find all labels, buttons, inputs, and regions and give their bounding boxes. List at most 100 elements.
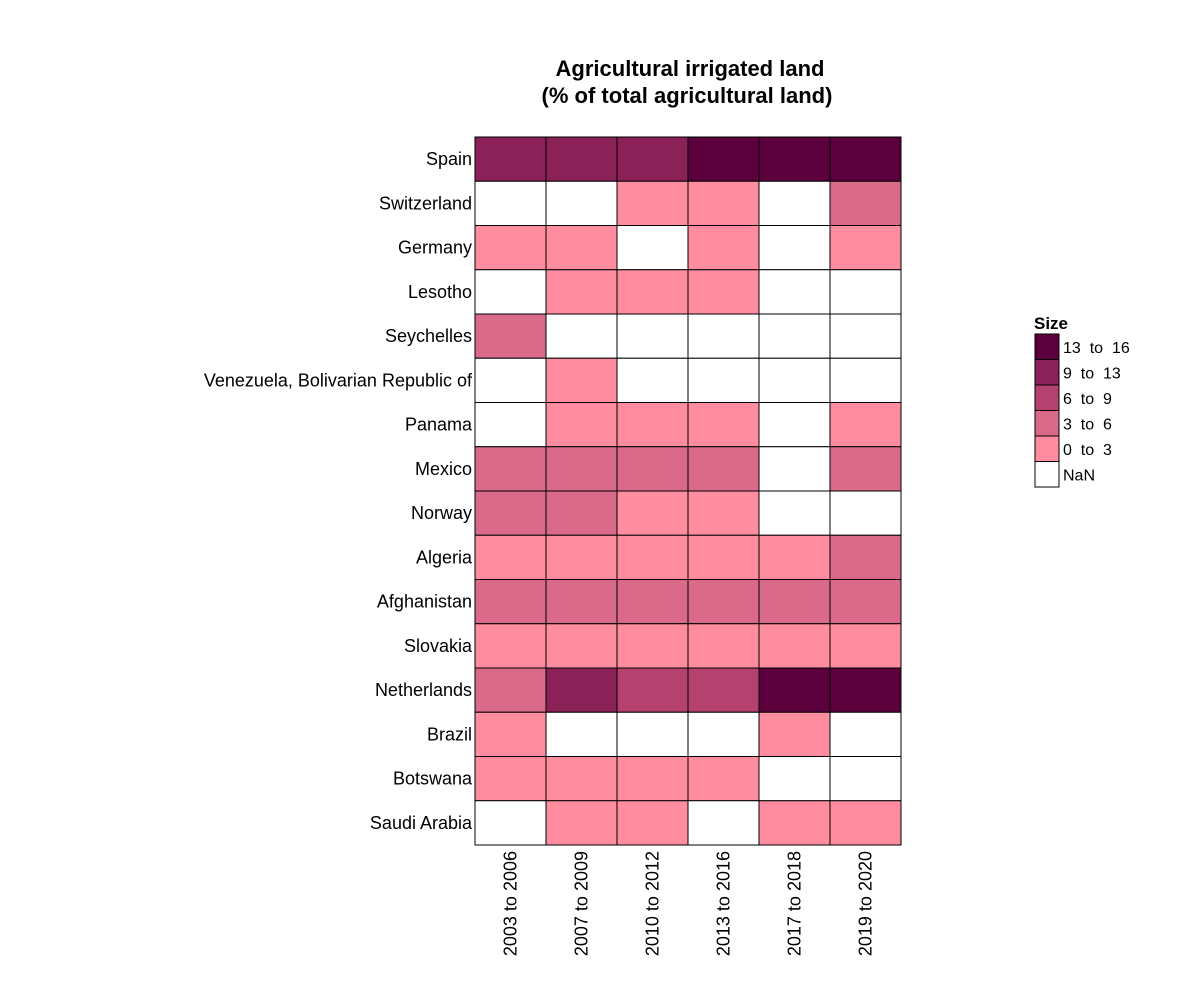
row-label-lesotho: Lesotho bbox=[408, 282, 472, 302]
cell-norway-2007-to-2009 bbox=[545, 490, 618, 536]
cell-botswana-2013-to-2016 bbox=[687, 756, 760, 802]
cell-norway-2003-to-2006 bbox=[474, 490, 547, 536]
cell-switzerland-2010-to-2012 bbox=[616, 180, 689, 226]
cell-venezuela-bolivarian-republic-of-2007-to-2009 bbox=[545, 357, 618, 403]
cell-switzerland-2003-to-2006 bbox=[474, 180, 547, 226]
row-label-saudi-arabia: Saudi Arabia bbox=[370, 813, 473, 833]
column-label-2019-to-2020: 2019 to 2020 bbox=[856, 851, 876, 956]
legend-swatch-3-to-6 bbox=[1034, 410, 1060, 437]
cell-netherlands-2007-to-2009 bbox=[545, 667, 618, 713]
cell-algeria-2010-to-2012 bbox=[616, 534, 689, 580]
cell-mexico-2019-to-2020 bbox=[829, 446, 902, 492]
row-label-netherlands: Netherlands bbox=[375, 680, 472, 700]
cell-afghanistan-2010-to-2012 bbox=[616, 579, 689, 625]
legend-label-13-to-16: 13 to 16 bbox=[1063, 340, 1130, 357]
cell-venezuela-bolivarian-republic-of-2013-to-2016 bbox=[687, 357, 760, 403]
legend-swatch-9-to-13 bbox=[1034, 359, 1060, 386]
cell-slovakia-2007-to-2009 bbox=[545, 623, 618, 669]
cell-switzerland-2013-to-2016 bbox=[687, 180, 760, 226]
cell-netherlands-2013-to-2016 bbox=[687, 667, 760, 713]
row-label-botswana: Botswana bbox=[393, 769, 473, 789]
cell-panama-2013-to-2016 bbox=[687, 402, 760, 448]
legend-label-3-to-6: 3 to 6 bbox=[1063, 416, 1112, 433]
cell-spain-2003-to-2006 bbox=[474, 136, 547, 182]
cell-mexico-2010-to-2012 bbox=[616, 446, 689, 492]
column-label-2007-to-2009: 2007 to 2009 bbox=[572, 851, 592, 956]
cell-saudi-arabia-2010-to-2012 bbox=[616, 800, 689, 846]
cell-venezuela-bolivarian-republic-of-2010-to-2012 bbox=[616, 357, 689, 403]
chart-subtitle: (% of total agricultural land) bbox=[542, 83, 833, 108]
row-label-seychelles: Seychelles bbox=[385, 326, 472, 346]
cell-netherlands-2017-to-2018 bbox=[758, 667, 831, 713]
cell-slovakia-2010-to-2012 bbox=[616, 623, 689, 669]
cell-seychelles-2003-to-2006 bbox=[474, 313, 547, 359]
cell-mexico-2007-to-2009 bbox=[545, 446, 618, 492]
cell-seychelles-2013-to-2016 bbox=[687, 313, 760, 359]
cell-switzerland-2019-to-2020 bbox=[829, 180, 902, 226]
legend-swatch-0-to-3 bbox=[1034, 435, 1060, 462]
row-label-norway: Norway bbox=[411, 503, 472, 523]
cell-germany-2013-to-2016 bbox=[687, 225, 760, 271]
cell-mexico-2017-to-2018 bbox=[758, 446, 831, 492]
cell-germany-2003-to-2006 bbox=[474, 225, 547, 271]
cell-slovakia-2003-to-2006 bbox=[474, 623, 547, 669]
cell-algeria-2013-to-2016 bbox=[687, 534, 760, 580]
cell-norway-2019-to-2020 bbox=[829, 490, 902, 536]
row-labels: Spain Switzerland Germany Lesotho Seychelles… bbox=[204, 149, 473, 833]
cell-slovakia-2017-to-2018 bbox=[758, 623, 831, 669]
cell-lesotho-2010-to-2012 bbox=[616, 269, 689, 315]
cell-botswana-2017-to-2018 bbox=[758, 756, 831, 802]
cell-algeria-2003-to-2006 bbox=[474, 534, 547, 580]
cell-brazil-2010-to-2012 bbox=[616, 711, 689, 757]
cell-spain-2019-to-2020 bbox=[829, 136, 902, 182]
cell-afghanistan-2019-to-2020 bbox=[829, 579, 902, 625]
cell-algeria-2007-to-2009 bbox=[545, 534, 618, 580]
cell-botswana-2010-to-2012 bbox=[616, 756, 689, 802]
cell-saudi-arabia-2013-to-2016 bbox=[687, 800, 760, 846]
row-label-germany: Germany bbox=[398, 238, 472, 258]
cell-switzerland-2017-to-2018 bbox=[758, 180, 831, 226]
column-labels: 2003 to 2006 2007 to 2009 2010 to 2012 2013… bbox=[501, 851, 876, 956]
cell-saudi-arabia-2017-to-2018 bbox=[758, 800, 831, 846]
row-label-spain: Spain bbox=[426, 149, 472, 169]
cell-botswana-2019-to-2020 bbox=[829, 756, 902, 802]
legend-label-6-to-9: 6 to 9 bbox=[1063, 391, 1112, 408]
column-label-2010-to-2012: 2010 to 2012 bbox=[643, 851, 663, 956]
legend-swatch-nan bbox=[1034, 461, 1060, 488]
legend-label-nan: NaN bbox=[1063, 467, 1095, 484]
cell-afghanistan-2013-to-2016 bbox=[687, 579, 760, 625]
cell-venezuela-bolivarian-republic-of-2017-to-2018 bbox=[758, 357, 831, 403]
cell-spain-2010-to-2012 bbox=[616, 136, 689, 182]
row-label-algeria: Algeria bbox=[416, 547, 473, 567]
cell-lesotho-2013-to-2016 bbox=[687, 269, 760, 315]
legend-swatch-13-to-16 bbox=[1034, 333, 1060, 360]
cell-lesotho-2007-to-2009 bbox=[545, 269, 618, 315]
cell-brazil-2019-to-2020 bbox=[829, 711, 902, 757]
cell-spain-2007-to-2009 bbox=[545, 136, 618, 182]
row-label-switzerland: Switzerland bbox=[379, 193, 472, 213]
cell-afghanistan-2003-to-2006 bbox=[474, 579, 547, 625]
cell-venezuela-bolivarian-republic-of-2003-to-2006 bbox=[474, 357, 547, 403]
cell-algeria-2017-to-2018 bbox=[758, 534, 831, 580]
cell-spain-2013-to-2016 bbox=[687, 136, 760, 182]
cell-botswana-2003-to-2006 bbox=[474, 756, 547, 802]
cell-netherlands-2003-to-2006 bbox=[474, 667, 547, 713]
row-label-panama: Panama bbox=[405, 415, 473, 435]
cell-mexico-2003-to-2006 bbox=[474, 446, 547, 492]
legend-label-9-to-13: 9 to 13 bbox=[1063, 365, 1121, 382]
cell-norway-2013-to-2016 bbox=[687, 490, 760, 536]
cell-venezuela-bolivarian-republic-of-2019-to-2020 bbox=[829, 357, 902, 403]
cell-brazil-2007-to-2009 bbox=[545, 711, 618, 757]
chart-title: Agricultural irrigated land bbox=[556, 56, 825, 81]
row-label-brazil: Brazil bbox=[427, 724, 472, 744]
cell-brazil-2003-to-2006 bbox=[474, 711, 547, 757]
legend-title: Size bbox=[1034, 314, 1068, 333]
legend-label-0-to-3: 0 to 3 bbox=[1063, 442, 1112, 459]
cell-botswana-2007-to-2009 bbox=[545, 756, 618, 802]
cell-panama-2010-to-2012 bbox=[616, 402, 689, 448]
cell-slovakia-2013-to-2016 bbox=[687, 623, 760, 669]
cell-panama-2019-to-2020 bbox=[829, 402, 902, 448]
cell-seychelles-2010-to-2012 bbox=[616, 313, 689, 359]
legend: Size 13 to 16 9 to 13 6 to 9 3 to 6 0 to 3 Na… bbox=[1034, 314, 1130, 488]
cell-seychelles-2019-to-2020 bbox=[829, 313, 902, 359]
